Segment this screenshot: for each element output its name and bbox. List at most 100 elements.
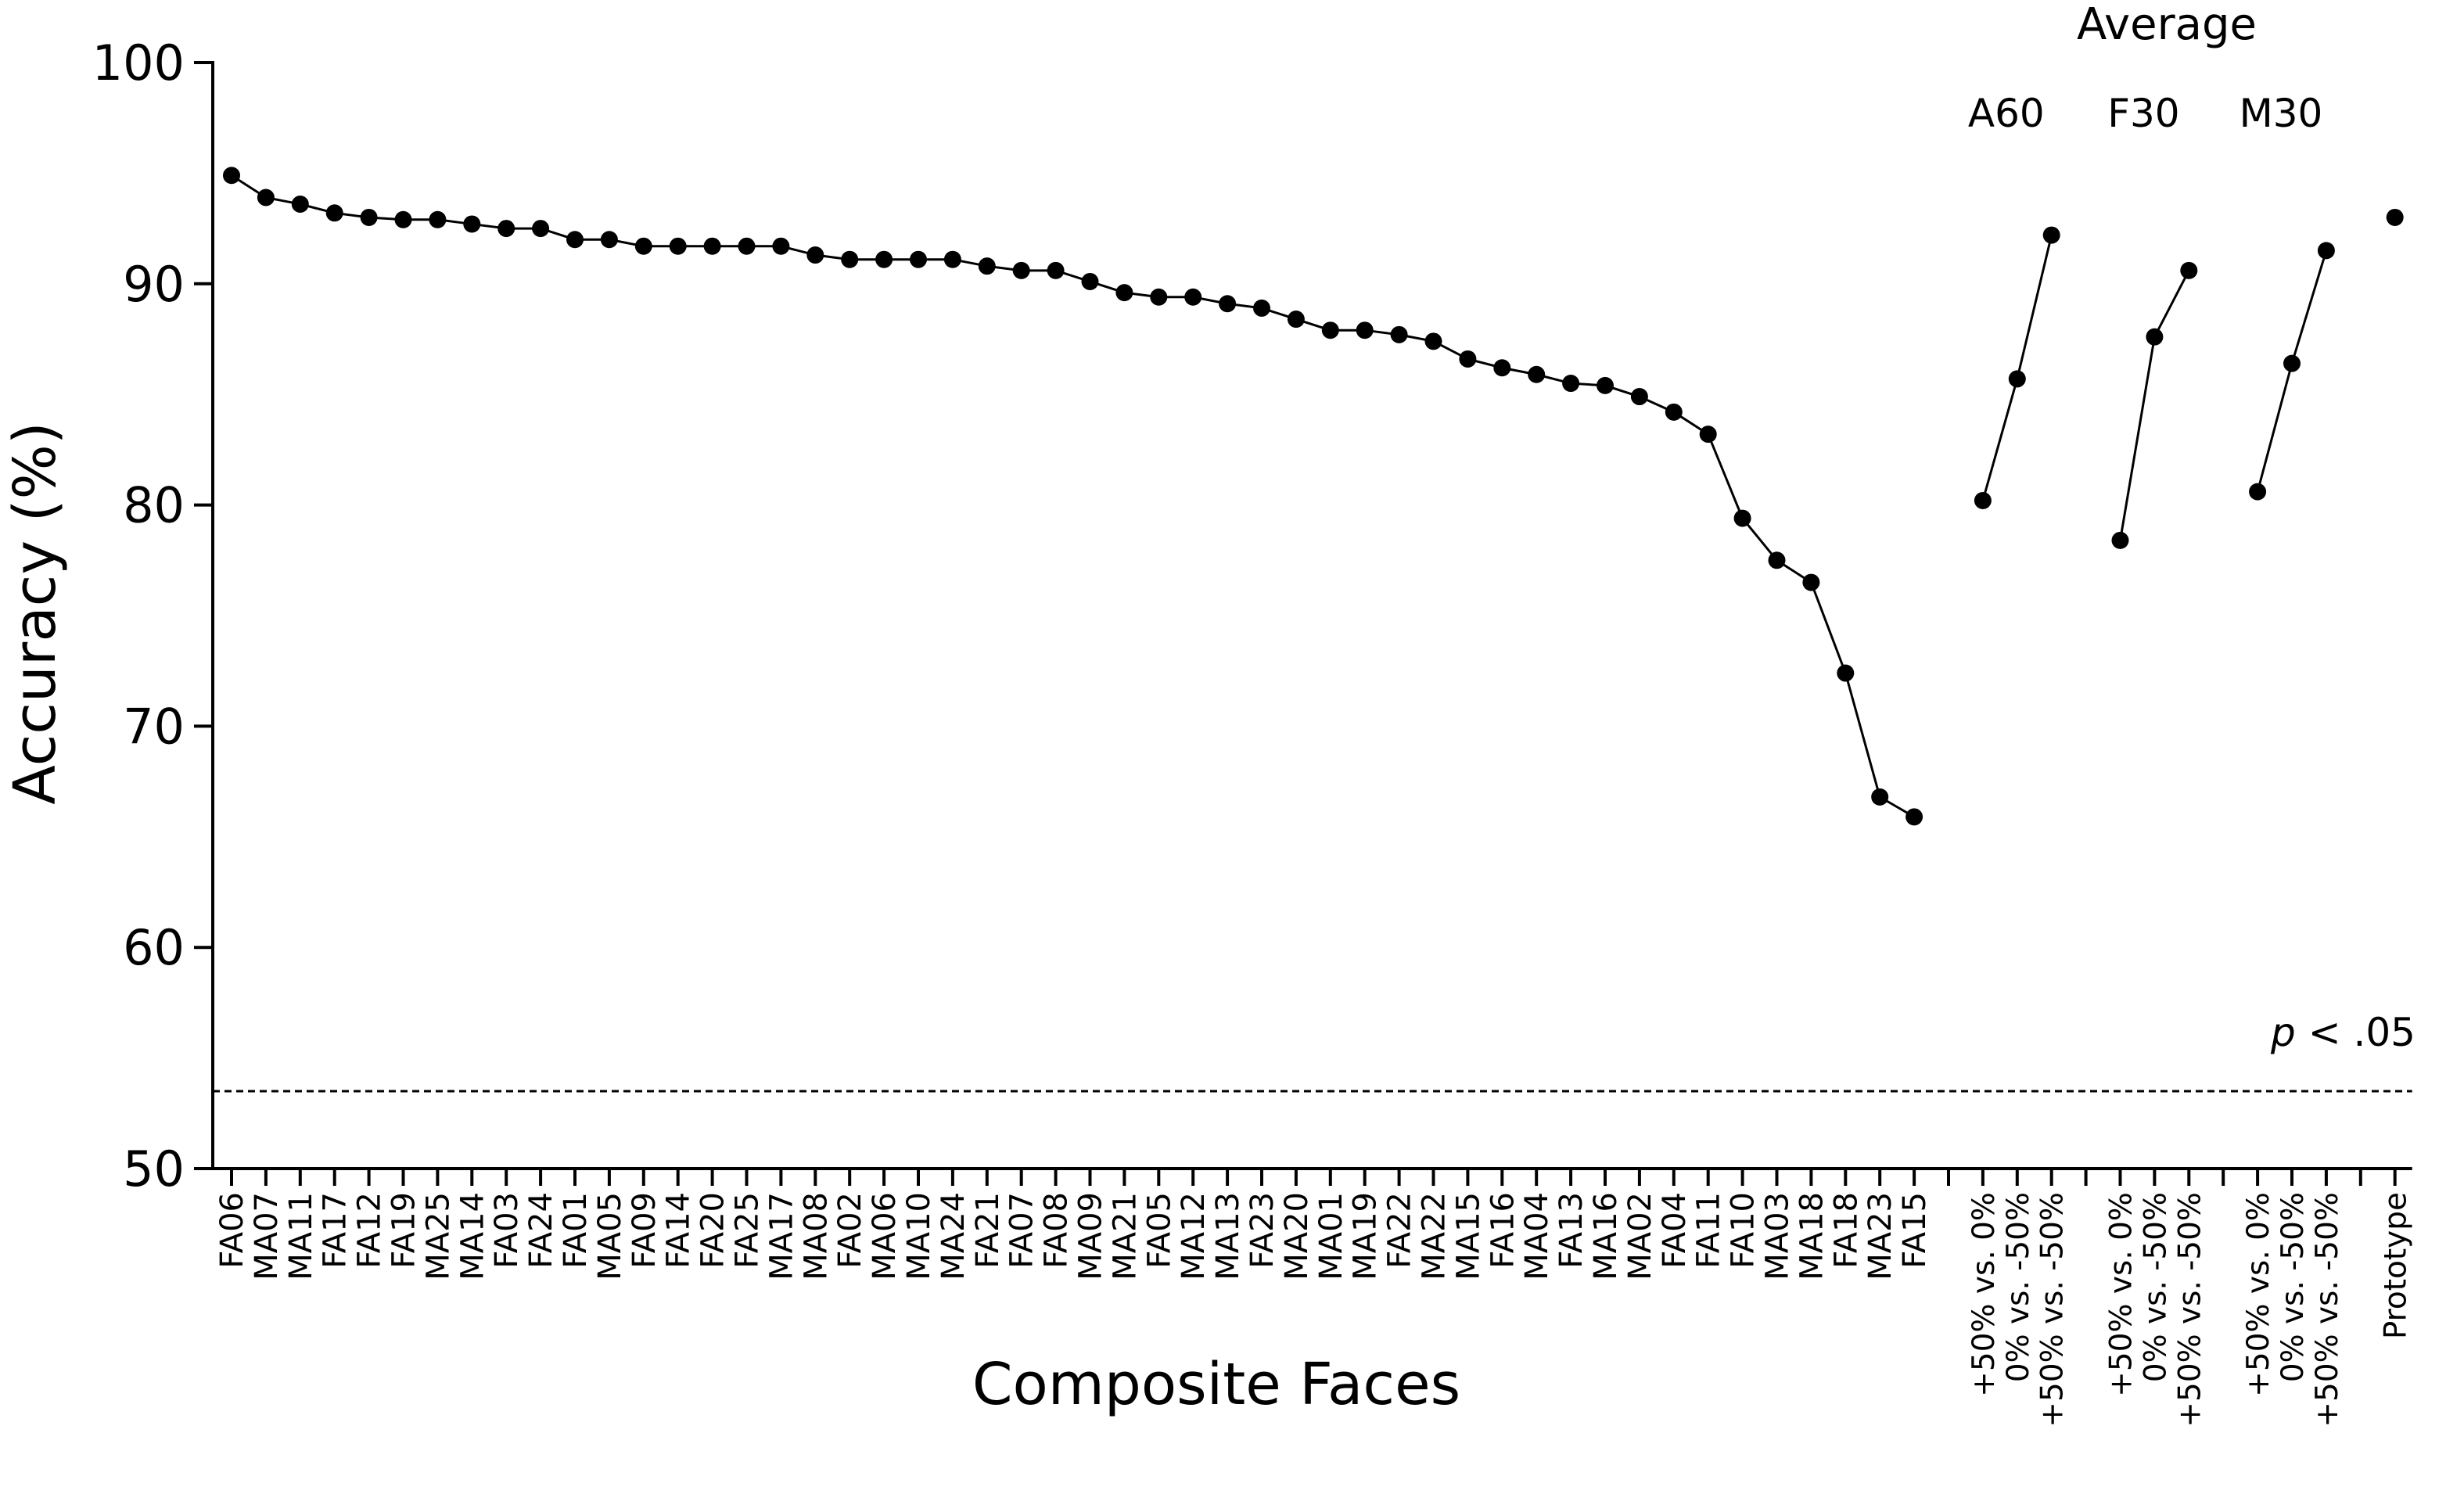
data-point: [1493, 359, 1511, 377]
data-point: [1047, 261, 1065, 279]
x-tick-label: FA18: [1828, 1192, 1864, 1269]
data-point: [360, 208, 378, 226]
x-tick-label: FA16: [1485, 1192, 1521, 1269]
data-point: [532, 220, 550, 238]
data-point: [1219, 295, 1237, 313]
data-point: [429, 210, 447, 228]
x-tick-label: FA02: [832, 1192, 868, 1269]
data-point: [978, 257, 996, 275]
x-tick-label: MA17: [763, 1192, 799, 1280]
y-tick-label: 60: [123, 919, 185, 976]
data-point: [1356, 321, 1374, 339]
average-series: A60 F30 M30: [1968, 91, 2404, 549]
x-tick-label: FA07: [1004, 1192, 1040, 1269]
group-label: A60: [1968, 91, 2045, 136]
x-tick-label: MA02: [1622, 1192, 1658, 1280]
data-point: [1699, 426, 1717, 444]
data-point: [1184, 288, 1202, 306]
significance-label: p < .05: [2270, 1010, 2416, 1055]
x-tick-label: FA05: [1141, 1192, 1177, 1269]
x-tick-label: MA07: [249, 1192, 285, 1280]
x-tick-label: MA25: [420, 1192, 456, 1280]
average-point: [2008, 370, 2026, 388]
y-tick-label: 100: [92, 34, 185, 92]
data-point: [703, 237, 721, 255]
x-tick-label: FA12: [352, 1192, 388, 1269]
average-point: [2317, 242, 2335, 260]
data-point: [875, 250, 893, 268]
data-point: [1665, 403, 1683, 421]
data-point: [1287, 311, 1305, 329]
average-point: [2146, 328, 2164, 346]
data-point: [566, 231, 584, 249]
data-point: [1871, 788, 1889, 806]
significance-text: < .05: [2296, 1010, 2416, 1055]
data-point: [1459, 350, 1477, 368]
y-axis-title: Accuracy (%): [2, 422, 69, 804]
x-tick-label: MA14: [454, 1192, 490, 1280]
x-tick-label: MA19: [1348, 1192, 1384, 1280]
data-point: [257, 189, 275, 207]
data-point: [1253, 299, 1270, 317]
average-point: [2111, 531, 2129, 549]
y-tick-label: 90: [123, 256, 185, 313]
x-tick-label: MA06: [867, 1192, 903, 1280]
data-point: [1321, 321, 1339, 339]
y-axis: 50 60 70 80 90 100: [92, 34, 214, 1198]
x-tick-label: FA13: [1553, 1192, 1589, 1269]
condition-label: +50% vs. -50%: [2310, 1192, 2345, 1428]
x-tick-label: MA20: [1279, 1192, 1315, 1280]
data-point: [1768, 551, 1786, 569]
x-axis: FA06MA07MA11FA17FA12FA19MA25MA14FA03FA24…: [213, 1167, 2414, 1428]
significance-threshold: p < .05: [213, 1010, 2416, 1093]
x-tick-label: MA01: [1313, 1192, 1349, 1280]
data-point: [634, 237, 652, 255]
data-point: [1424, 332, 1442, 350]
data-point: [910, 250, 927, 268]
x-tick-label: FA03: [489, 1192, 525, 1269]
x-tick-label: FA10: [1726, 1192, 1762, 1269]
x-tick-label: FA15: [1897, 1192, 1933, 1269]
group-label: F30: [2107, 91, 2179, 136]
y-tick-label: 70: [123, 698, 185, 755]
average-point: [2180, 261, 2198, 279]
condition-label: +50% vs. -50%: [2035, 1192, 2071, 1428]
data-point: [1390, 325, 1408, 343]
x-tick-label: MA04: [1519, 1192, 1555, 1280]
x-tick-label: FA21: [970, 1192, 1006, 1269]
x-tick-label: FA25: [730, 1192, 766, 1269]
data-point: [738, 237, 756, 255]
data-point: [1081, 272, 1099, 290]
x-tick-label: FA09: [627, 1192, 663, 1269]
x-tick-label: FA04: [1657, 1192, 1693, 1269]
x-tick-label: FA19: [386, 1192, 422, 1269]
x-tick-label: FA17: [318, 1192, 354, 1269]
data-point: [1733, 509, 1751, 527]
data-point: [943, 250, 961, 268]
data-point: [291, 195, 309, 213]
significance-p: p: [2270, 1010, 2296, 1055]
x-tick-label: MA12: [1176, 1192, 1212, 1280]
prototype-point: [2386, 208, 2404, 226]
group-label: M30: [2240, 91, 2323, 136]
data-point: [325, 204, 343, 222]
data-point: [223, 167, 240, 185]
data-point: [600, 231, 618, 249]
data-point: [1528, 365, 1546, 383]
average-line: [1981, 235, 2053, 501]
x-tick-label: MA22: [1417, 1192, 1453, 1280]
condition-label: +50% vs. 0%: [2104, 1192, 2139, 1397]
axis-titles: Accuracy (%) Composite Faces Average: [2, 0, 2257, 1418]
x-tick-label: MA18: [1794, 1192, 1830, 1280]
average-point: [1974, 491, 1992, 509]
condition-label: +50% vs. 0%: [1967, 1192, 2002, 1397]
x-tick-label: FA08: [1039, 1192, 1075, 1269]
x-tick-label: FA22: [1382, 1192, 1418, 1269]
x-tick-label: MA16: [1588, 1192, 1624, 1280]
x-axis-title: Composite Faces: [972, 1351, 1460, 1418]
condition-label: 0% vs. -50%: [2138, 1192, 2173, 1382]
composite-faces-series: [223, 167, 1923, 826]
y-tick-label: 80: [123, 477, 185, 534]
series-line: [231, 174, 1915, 818]
x-tick-label: MA03: [1760, 1192, 1796, 1280]
